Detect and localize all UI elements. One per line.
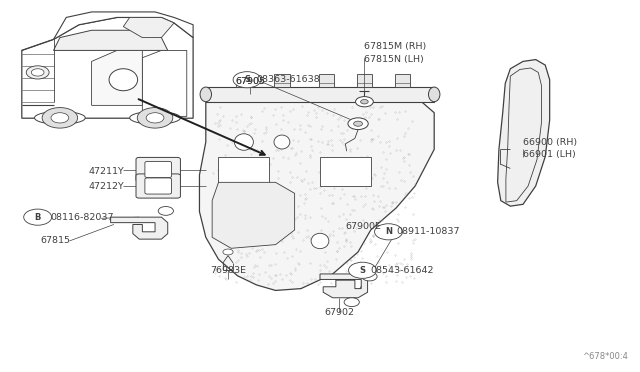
Polygon shape xyxy=(275,74,289,87)
Polygon shape xyxy=(142,51,187,116)
Circle shape xyxy=(137,108,173,128)
Text: 67905: 67905 xyxy=(236,77,265,86)
Polygon shape xyxy=(200,102,434,291)
Ellipse shape xyxy=(200,87,211,102)
Polygon shape xyxy=(92,51,142,105)
Circle shape xyxy=(354,121,362,126)
Polygon shape xyxy=(236,74,252,87)
Ellipse shape xyxy=(35,112,85,124)
Text: 67815N (LH): 67815N (LH) xyxy=(364,55,424,64)
Circle shape xyxy=(24,209,52,225)
Text: 47211Y: 47211Y xyxy=(88,167,124,176)
FancyBboxPatch shape xyxy=(145,161,172,177)
Polygon shape xyxy=(22,17,193,118)
Text: 76983E: 76983E xyxy=(210,266,246,275)
Polygon shape xyxy=(111,217,168,239)
Text: 67815: 67815 xyxy=(41,237,71,246)
Text: 08911-10837: 08911-10837 xyxy=(396,227,460,236)
Circle shape xyxy=(344,298,359,307)
Polygon shape xyxy=(218,157,269,186)
Text: 08543-61642: 08543-61642 xyxy=(371,266,435,275)
Polygon shape xyxy=(54,30,168,51)
Circle shape xyxy=(349,262,376,278)
Ellipse shape xyxy=(130,112,180,124)
Text: 66900 (RH): 66900 (RH) xyxy=(523,138,577,147)
Ellipse shape xyxy=(311,233,329,248)
Circle shape xyxy=(362,272,377,281)
FancyBboxPatch shape xyxy=(145,178,172,194)
Text: 66901 (LH): 66901 (LH) xyxy=(523,150,576,159)
Polygon shape xyxy=(124,17,174,38)
Circle shape xyxy=(158,206,173,215)
Polygon shape xyxy=(498,60,550,206)
Text: 08363-61638: 08363-61638 xyxy=(257,75,320,84)
Circle shape xyxy=(51,113,68,123)
Text: 47212Y: 47212Y xyxy=(88,182,124,190)
Ellipse shape xyxy=(274,135,290,149)
Text: ^678*00:4: ^678*00:4 xyxy=(582,352,628,361)
Circle shape xyxy=(360,100,368,104)
Circle shape xyxy=(146,113,164,123)
Ellipse shape xyxy=(234,134,253,150)
Circle shape xyxy=(356,97,373,107)
Circle shape xyxy=(26,66,49,79)
Ellipse shape xyxy=(109,69,138,91)
Text: 67905: 67905 xyxy=(236,77,265,86)
Polygon shape xyxy=(356,74,372,87)
Text: B: B xyxy=(35,213,41,222)
FancyBboxPatch shape xyxy=(136,157,180,182)
Circle shape xyxy=(374,224,403,240)
Text: S: S xyxy=(360,266,365,275)
Circle shape xyxy=(31,69,44,76)
Text: 67902: 67902 xyxy=(324,308,354,317)
Circle shape xyxy=(348,118,368,129)
FancyBboxPatch shape xyxy=(136,174,180,198)
Text: 67815M (RH): 67815M (RH) xyxy=(364,42,427,51)
Circle shape xyxy=(233,72,261,88)
Text: N: N xyxy=(385,227,392,236)
Ellipse shape xyxy=(429,87,440,102)
Polygon shape xyxy=(320,157,371,186)
Polygon shape xyxy=(206,87,434,102)
Polygon shape xyxy=(54,12,193,39)
Text: S: S xyxy=(244,75,250,84)
Text: 67900E: 67900E xyxy=(346,222,381,231)
Circle shape xyxy=(223,249,233,255)
Polygon shape xyxy=(212,182,294,248)
Circle shape xyxy=(42,108,77,128)
Text: 08116-82037: 08116-82037 xyxy=(51,213,114,222)
Polygon shape xyxy=(319,74,334,87)
Polygon shape xyxy=(395,74,410,87)
Polygon shape xyxy=(320,274,367,298)
